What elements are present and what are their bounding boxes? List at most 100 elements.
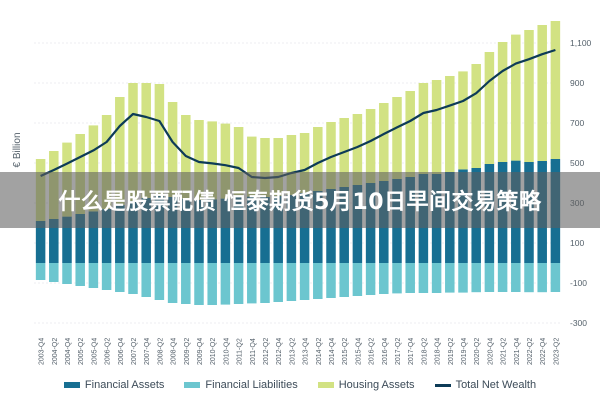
bar-financial-liabilities (365, 263, 376, 295)
bar-housing-assets (154, 84, 165, 196)
bar-financial-liabilities (233, 263, 244, 304)
bar-financial-liabilities (511, 263, 521, 292)
bar-financial-liabilities (471, 263, 481, 293)
legend-label: Total Net Wealth (455, 379, 537, 391)
bar-housing-assets (101, 115, 112, 209)
bar-financial-assets (49, 219, 59, 263)
y-axis-label: € Billion (12, 132, 23, 167)
x-tick-label: 2013-Q4 (303, 338, 310, 365)
bar-housing-assets (484, 52, 495, 164)
legend-swatch-financial-liabilities (184, 382, 201, 388)
bar-housing-assets (313, 127, 323, 191)
x-tick-label: 2019-Q2 (448, 338, 455, 365)
bar-housing-assets (88, 125, 99, 212)
x-tick-label: 2014-Q2 (316, 338, 323, 365)
overlay-title-banner: 什么是股票配债 恒泰期货5月10日早间交易策略 (0, 172, 600, 228)
net-wealth-line-group (40, 48, 556, 180)
bar-financial-liabilities (484, 263, 495, 292)
bar-financial-liabilities (326, 263, 336, 298)
x-tick-label: 2019-Q4 (461, 338, 468, 365)
x-tick-label: 2010-Q2 (210, 338, 217, 365)
x-tick-label: 2017-Q4 (408, 338, 415, 365)
x-tick-label: 2022-Q4 (540, 338, 547, 365)
bar-financial-assets (128, 201, 138, 263)
bar-financial-assets (299, 193, 310, 263)
x-tick-label: 2008-Q2 (157, 338, 164, 365)
bar-financial-assets (35, 221, 46, 263)
bar-financial-liabilities (537, 263, 547, 293)
legend-item-financial-liabilities: Financial Liabilities (184, 379, 298, 391)
overlay-title: 什么是股票配债 恒泰期货5月10日早间交易策略 (58, 190, 542, 215)
bar-housing-assets (247, 136, 257, 197)
y-tick-label: -300 (570, 318, 587, 328)
x-tick-label: 2021-Q4 (514, 338, 521, 365)
bar-financial-liabilities (101, 263, 112, 290)
bar-housing-assets (392, 97, 402, 179)
x-tick-label: 2022-Q2 (527, 338, 534, 365)
bar-housing-assets (286, 135, 297, 195)
bar-financial-assets (101, 209, 112, 263)
x-tick-label: 2023-Q2 (553, 338, 560, 365)
bar-housing-assets (273, 138, 283, 196)
bar-financial-liabilities (445, 263, 455, 293)
x-tick-label: 2018-Q4 (435, 338, 442, 365)
x-tick-label: 2016-Q4 (382, 338, 389, 365)
bar-housing-assets (233, 127, 244, 197)
bar-housing-assets (167, 102, 178, 197)
bar-housing-assets (497, 42, 508, 162)
bar-financial-liabilities (62, 263, 72, 284)
legend-label: Financial Liabilities (205, 379, 298, 391)
bar-housing-assets (220, 123, 231, 199)
bar-financial-assets (273, 196, 283, 263)
y-tick-label: -100 (570, 278, 587, 288)
legend-swatch-total-net-wealth (434, 383, 451, 387)
x-tick-label: 2007-Q2 (131, 338, 138, 365)
x-tick-label: 2010-Q4 (223, 338, 230, 365)
x-tick-label: 2005-Q4 (91, 338, 98, 365)
x-tick-label: 2020-Q4 (487, 338, 494, 365)
bar-housing-assets (128, 83, 138, 201)
bar-financial-liabilities (35, 263, 46, 280)
x-tick-label: 2009-Q2 (184, 338, 191, 365)
x-tick-label: 2017-Q2 (395, 338, 402, 365)
bar-financial-liabilities (418, 263, 429, 293)
bar-financial-liabilities (220, 263, 231, 305)
bar-housing-assets (207, 121, 217, 200)
bar-housing-assets (352, 114, 363, 185)
bar-housing-assets (458, 71, 468, 170)
bar-financial-liabilities (313, 263, 323, 299)
x-tick-label: 2007-Q4 (144, 338, 151, 365)
x-tick-label: 2009-Q4 (197, 338, 204, 365)
x-tick-labels: 2003-Q4 2004-Q2 2004-Q4 2005-Q2 2005-Q4 2006-… (39, 338, 561, 365)
bar-financial-assets (194, 200, 204, 263)
x-tick-label: 2011-Q4 (250, 338, 257, 365)
x-tick-label: 2006-Q2 (105, 338, 112, 365)
bar-housing-assets (141, 83, 151, 198)
bar-financial-assets (181, 199, 191, 263)
bar-financial-liabilities (260, 263, 270, 303)
bar-financial-liabilities (379, 263, 389, 294)
net-wealth-line (40, 48, 556, 180)
bar-housing-assets (431, 80, 442, 174)
x-tick-label: 2014-Q4 (329, 338, 336, 365)
x-tick-label: 2013-Q2 (289, 338, 296, 365)
x-tick-label: 2020-Q2 (474, 338, 481, 365)
bar-financial-assets (220, 198, 231, 263)
bar-housing-assets (379, 103, 389, 181)
bar-housing-assets (115, 97, 125, 205)
bar-financial-assets (141, 198, 151, 263)
bar-housing-assets (299, 133, 310, 193)
bar-housing-assets (524, 30, 534, 162)
legend-item-financial-assets: Financial Assets (63, 379, 164, 391)
y-tick-label: 700 (570, 118, 584, 128)
bar-financial-assets (75, 214, 85, 263)
y-tick-label: 100 (570, 238, 584, 248)
bar-financial-liabilities (75, 263, 85, 286)
bar-financial-liabilities (181, 263, 191, 304)
x-tick-label: 2012-Q4 (276, 338, 283, 365)
legend-swatch-housing-assets (317, 382, 334, 388)
x-tick-label: 2021-Q2 (501, 338, 508, 365)
bar-financial-liabilities (405, 263, 415, 293)
y-tick-label: 500 (570, 158, 584, 168)
bars (35, 21, 561, 305)
